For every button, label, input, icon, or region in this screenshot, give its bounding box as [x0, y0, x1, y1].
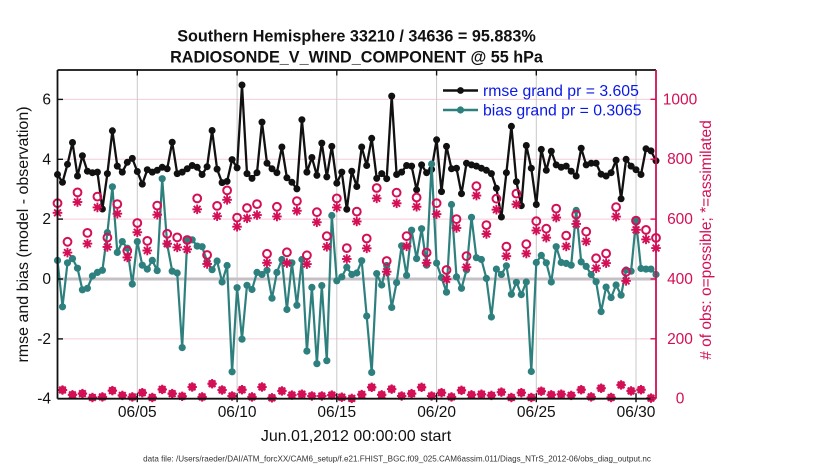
svg-text:bias grand pr = 0.3065: bias grand pr = 0.3065 [483, 103, 642, 120]
svg-text:RADIOSONDE_V_WIND_COMPONENT @: RADIOSONDE_V_WIND_COMPONENT @ 55 hPa [170, 49, 544, 67]
svg-text:1000: 1000 [663, 91, 698, 108]
svg-text:-2: -2 [37, 331, 51, 348]
svg-text:06/10: 06/10 [218, 404, 257, 421]
svg-text:06/20: 06/20 [417, 404, 456, 421]
svg-text:rmse and bias (model - observa: rmse and bias (model - observation) [15, 106, 32, 362]
svg-text:06/25: 06/25 [517, 404, 556, 421]
svg-text:rmse grand pr = 3.605: rmse grand pr = 3.605 [483, 83, 639, 100]
svg-text:-4: -4 [37, 391, 51, 408]
svg-text:0: 0 [42, 271, 51, 288]
svg-text:06/30: 06/30 [617, 404, 656, 421]
svg-text:2: 2 [42, 211, 51, 228]
svg-text:Southern Hemisphere 33210 / 34: Southern Hemisphere 33210 / 34636 = 95.8… [177, 28, 536, 46]
svg-text:06/05: 06/05 [118, 404, 157, 421]
svg-text:data file: /Users/raeder/DAI/A: data file: /Users/raeder/DAI/ATM_forcXX/… [143, 455, 651, 464]
svg-text:06/15: 06/15 [317, 404, 356, 421]
svg-text:Jun.01,2012 00:00:00 start: Jun.01,2012 00:00:00 start [261, 428, 452, 445]
svg-text:600: 600 [667, 211, 693, 228]
svg-text:4: 4 [42, 151, 51, 168]
svg-text:200: 200 [667, 331, 693, 348]
svg-text:# of obs: o=possible; *=assimi: # of obs: o=possible; *=assimilated [698, 120, 715, 360]
svg-text:400: 400 [667, 271, 693, 288]
svg-text:800: 800 [667, 151, 693, 168]
svg-text:6: 6 [42, 91, 51, 108]
svg-text:0: 0 [676, 391, 685, 408]
